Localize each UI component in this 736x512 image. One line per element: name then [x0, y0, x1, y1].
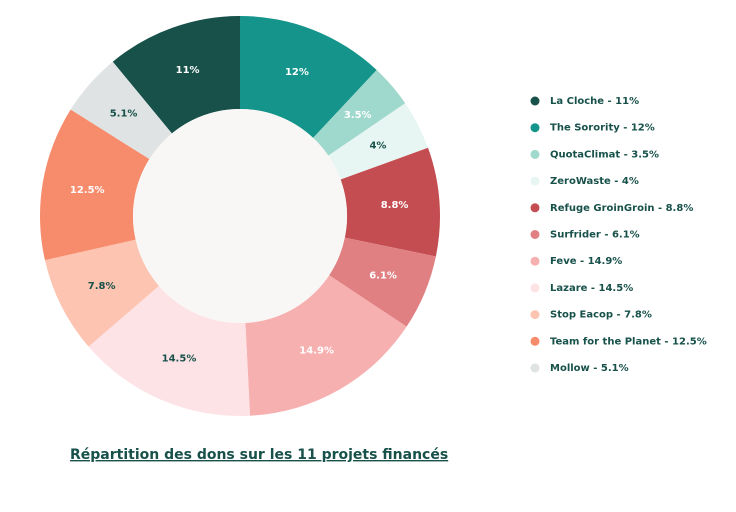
- slice-label: 6.1%: [369, 271, 397, 282]
- legend-label: Team for the Planet - 12.5%: [550, 336, 707, 347]
- legend-label: Mollow - 5.1%: [550, 363, 629, 374]
- legend-swatch: [530, 310, 540, 320]
- donut-slice: [70, 61, 172, 160]
- donut-slice: [44, 239, 159, 347]
- legend-swatch: [530, 96, 540, 106]
- slice-label: 8.8%: [381, 200, 409, 211]
- donut-slice: [40, 109, 150, 261]
- legend-swatch: [530, 203, 540, 213]
- legend-swatch: [530, 363, 540, 373]
- donut-slice: [328, 103, 429, 180]
- legend-swatch: [530, 123, 540, 133]
- legend-label: Refuge GroinGroin - 8.8%: [550, 203, 693, 214]
- slice-label: 11%: [176, 65, 200, 76]
- legend-swatch: [530, 149, 540, 159]
- legend-label: QuotaClimat - 3.5%: [550, 149, 659, 160]
- donut-slice: [329, 237, 436, 327]
- legend-label: Surfrider - 6.1%: [550, 230, 640, 241]
- legend-label: Lazare - 14.5%: [550, 283, 633, 294]
- legend-swatch: [530, 230, 540, 239]
- legend-label: The Sorority - 12%: [550, 123, 655, 134]
- legend-label: La Cloche - 11%: [550, 96, 639, 107]
- legend-label: ZeroWaste - 4%: [550, 176, 639, 187]
- legend-label: Stop Eacop - 7.8%: [550, 310, 652, 321]
- slice-label: 7.8%: [88, 281, 116, 292]
- slice-label: 4%: [369, 140, 386, 151]
- donut-slice: [112, 16, 240, 134]
- donut-slice: [88, 285, 251, 416]
- chart-title: Répartition des dons sur les 11 projets …: [70, 447, 448, 463]
- slice-label: 12%: [285, 67, 309, 78]
- legend-swatch: [530, 283, 540, 293]
- slice-label: 12.5%: [70, 185, 105, 196]
- donut-slice: [340, 147, 440, 257]
- legend-swatch: [530, 176, 540, 186]
- slice-label: 3.5%: [344, 110, 372, 121]
- slice-label: 14.9%: [299, 346, 334, 357]
- donut-slice: [240, 16, 377, 138]
- slice-label: 5.1%: [110, 109, 138, 120]
- donut-slice: [313, 70, 406, 156]
- donut-hole: [133, 109, 347, 323]
- donut-slice: [245, 275, 407, 416]
- legend-swatch: [530, 336, 540, 346]
- slice-label: 14.5%: [162, 353, 197, 364]
- legend-label: Feve - 14.9%: [550, 256, 622, 267]
- legend-swatch: [530, 256, 540, 266]
